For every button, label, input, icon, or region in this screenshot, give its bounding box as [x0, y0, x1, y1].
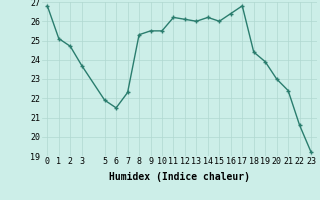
- X-axis label: Humidex (Indice chaleur): Humidex (Indice chaleur): [109, 172, 250, 182]
